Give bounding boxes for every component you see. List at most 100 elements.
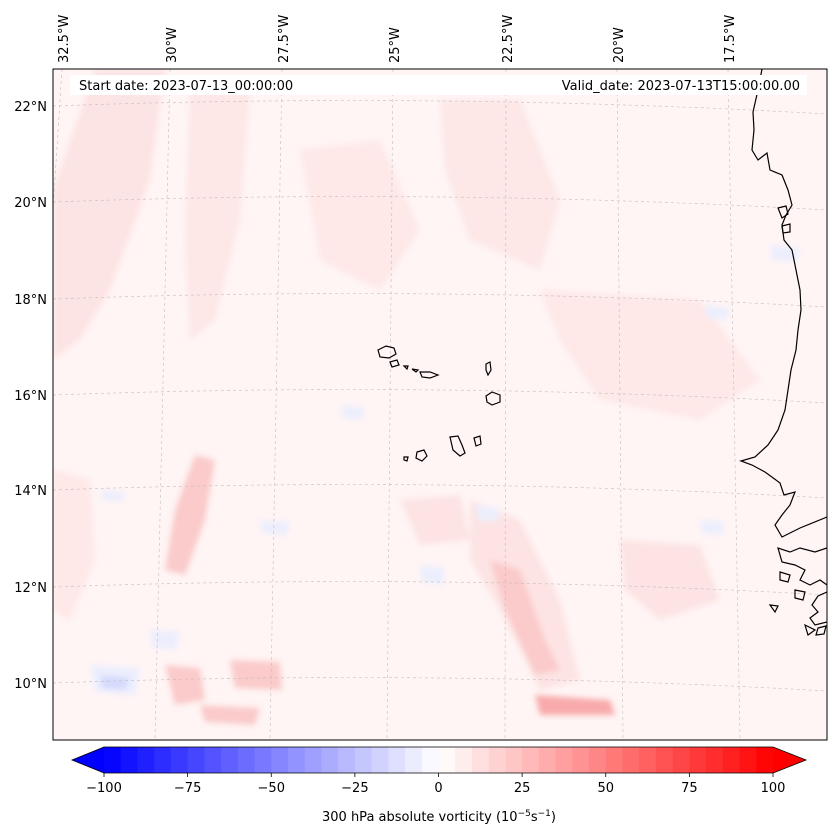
colorbar-cell	[287, 747, 306, 773]
map-panel	[53, 69, 827, 740]
colorbar-cell	[104, 747, 122, 773]
colorbar-extend-right	[773, 747, 806, 773]
field-patch	[53, 69, 165, 360]
colorbar-cell	[522, 747, 540, 773]
lon-label: 27.5°W	[277, 15, 292, 63]
meridian-line	[154, 69, 171, 740]
field-patch	[420, 565, 445, 585]
field-patch	[100, 490, 125, 502]
lon-label: 32.5°W	[57, 15, 72, 63]
colorbar-cell	[170, 747, 189, 773]
field-patch	[540, 290, 760, 420]
field-patch	[185, 90, 250, 340]
field-patch	[490, 560, 560, 675]
coastline-guinea-south	[804, 591, 827, 636]
colorbar-cell	[271, 747, 289, 773]
colorbar-cell	[505, 747, 523, 773]
lon-label: 30°W	[165, 27, 180, 63]
colorbar-cell	[572, 747, 590, 773]
colorbar-cell	[488, 747, 507, 773]
colorbar-title-close: )	[551, 810, 556, 825]
field-patch	[165, 455, 215, 575]
colorbar-tick-label: −50	[258, 781, 285, 796]
colorbar-title-exponent: −5	[518, 809, 531, 819]
colorbar-tick-label: 50	[597, 781, 614, 796]
colorbar-cell	[154, 747, 172, 773]
lat-label: 10°N	[14, 677, 47, 692]
lat-label: 12°N	[14, 581, 47, 596]
header-bar: Start date: 2023-07-13_00:00:00 Valid_da…	[70, 75, 807, 95]
field-patch	[100, 675, 130, 690]
meridian-line	[269, 69, 283, 740]
colorbar-cell	[639, 747, 657, 773]
colorbar-cell	[338, 747, 356, 773]
field-patch	[300, 140, 420, 290]
colorbar-cell	[187, 747, 205, 773]
colorbar-tick-label: 25	[514, 781, 531, 796]
colorbar-cell	[438, 747, 456, 773]
colorbar-cell	[672, 747, 690, 773]
field-patch	[620, 540, 720, 620]
island-santiago	[449, 435, 466, 457]
colorbar-cell	[421, 747, 440, 773]
lon-label: 25°W	[388, 27, 403, 63]
lon-label: 22.5°W	[501, 15, 516, 63]
field-patch	[340, 405, 365, 420]
lat-label: 18°N	[14, 293, 47, 308]
colorbar-extend-left	[72, 747, 104, 773]
island-fogo	[415, 449, 428, 462]
colorbar-cell	[354, 747, 373, 773]
colorbar-tick-label: −75	[174, 781, 201, 796]
colorbar-title-exponent: −1	[538, 809, 551, 819]
colorbar-cell	[321, 747, 339, 773]
island-sal	[485, 361, 492, 377]
colorbar-title-unit: s	[531, 810, 538, 825]
vorticity-field	[53, 69, 800, 725]
lat-label: 20°N	[14, 196, 47, 211]
field-patch	[770, 245, 800, 262]
lon-label: 20°W	[612, 27, 627, 63]
colorbar-title: 300 hPa absolute vorticity (10−5s−1)	[322, 809, 556, 825]
island-santa-luzia	[402, 365, 409, 371]
colorbar-cell	[204, 747, 222, 773]
island-sao-nicolau	[411, 368, 440, 379]
coastline-mauritania-senegal	[739, 69, 827, 538]
colorbar-cell	[221, 747, 239, 773]
field-patch	[705, 305, 730, 320]
colorbar-tick-label: 100	[761, 781, 786, 796]
field-patch	[475, 505, 500, 522]
field-patch	[400, 495, 470, 545]
island-santo-antao	[377, 345, 397, 359]
header-background	[70, 75, 807, 95]
field-patch	[440, 100, 560, 270]
field-patch	[535, 695, 615, 715]
parallel-line	[53, 293, 827, 308]
island-brava	[403, 456, 409, 462]
parallel-line	[53, 677, 827, 692]
island-maio	[473, 435, 482, 447]
colorbar-cell	[655, 747, 674, 773]
colorbar-cell	[605, 747, 624, 773]
field-patch	[260, 520, 290, 535]
meridian-line	[386, 69, 394, 740]
colorbar-tick-label: −25	[341, 781, 368, 796]
parallel-line	[53, 581, 827, 596]
cape-verde-islands	[377, 345, 501, 462]
colorbar-cell	[471, 747, 490, 773]
colorbar-cell	[739, 747, 757, 773]
colorbar: −100 −75 −50 −25 0 25 50 75 100 300 hPa absolute…	[70, 746, 808, 825]
colorbar-cell	[538, 747, 557, 773]
colorbar-cell	[388, 747, 406, 773]
colorbar-cell	[756, 747, 774, 773]
parallel-line	[53, 389, 827, 404]
colorbar-tick-label: 75	[681, 781, 698, 796]
parallel-line	[53, 100, 827, 115]
colorbar-cell	[706, 747, 724, 773]
coastline-gambia-guinea	[777, 547, 827, 586]
colorbar-cell	[722, 747, 741, 773]
valid-date-label: Valid_date: 2023-07-13T15:00:00.00	[562, 79, 800, 94]
field-patch	[700, 520, 725, 535]
coastline-bissagos	[768, 571, 806, 614]
colorbar-cell	[622, 747, 640, 773]
